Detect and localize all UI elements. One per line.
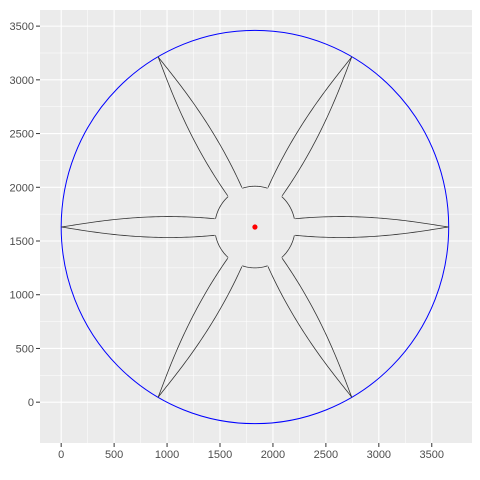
x-tick-label: 0 <box>58 449 64 461</box>
hub-arc-3 <box>215 196 229 219</box>
spoke-4 <box>61 216 215 238</box>
x-tick-label: 2500 <box>314 449 338 461</box>
hub-arc-6 <box>281 235 295 258</box>
y-tick-label: 1500 <box>10 236 34 248</box>
center-point <box>252 224 258 230</box>
y-axis: 0 500 1000 1500 2000 2500 3000 3500 <box>10 21 40 409</box>
x-tick-label: 500 <box>105 449 123 461</box>
spoke-2 <box>267 56 353 197</box>
y-tick-label: 500 <box>16 343 34 355</box>
y-tick-label: 0 <box>28 397 34 409</box>
spoke-6 <box>267 258 353 398</box>
y-tick-label: 1000 <box>10 290 34 302</box>
spoke-1 <box>295 216 449 238</box>
x-tick-label: 3500 <box>420 449 444 461</box>
y-tick-label: 3000 <box>10 75 34 87</box>
hub-arc-4 <box>215 235 229 258</box>
x-tick-label: 1000 <box>155 449 179 461</box>
spoke-3 <box>157 56 243 197</box>
x-tick-label: 1500 <box>208 449 232 461</box>
chart-shapes <box>60 29 450 425</box>
x-tick-label: 2000 <box>261 449 285 461</box>
y-tick-label: 2500 <box>10 129 34 141</box>
hub-arc-2 <box>242 185 268 189</box>
x-tick-label: 3000 <box>367 449 391 461</box>
x-axis: 0 500 1000 1500 2000 2500 3000 3500 <box>58 443 444 461</box>
y-tick-label: 3500 <box>10 21 34 33</box>
hub-arc-1 <box>281 196 295 219</box>
y-tick-label: 2000 <box>10 182 34 194</box>
spoke-5 <box>157 258 243 398</box>
hub-arc-5 <box>242 265 268 269</box>
